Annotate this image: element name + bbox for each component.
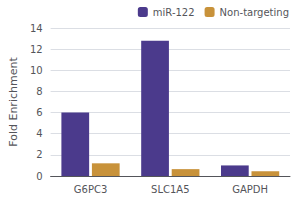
svg-text:G6PC3: G6PC3 <box>74 184 108 195</box>
svg-text:2: 2 <box>36 149 42 160</box>
svg-text:Fold Enrichment: Fold Enrichment <box>7 57 20 147</box>
svg-text:12: 12 <box>30 44 43 55</box>
svg-text:0: 0 <box>36 171 42 182</box>
svg-text:6: 6 <box>36 107 42 118</box>
svg-text:8: 8 <box>36 86 42 97</box>
svg-text:miR-122: miR-122 <box>153 7 195 18</box>
svg-text:GAPDH: GAPDH <box>232 184 268 195</box>
svg-text:SLC1A5: SLC1A5 <box>151 184 189 195</box>
svg-text:10: 10 <box>30 65 43 76</box>
svg-text:Non-targeting: Non-targeting <box>220 7 289 18</box>
svg-text:4: 4 <box>36 128 42 139</box>
svg-text:14: 14 <box>30 23 43 34</box>
